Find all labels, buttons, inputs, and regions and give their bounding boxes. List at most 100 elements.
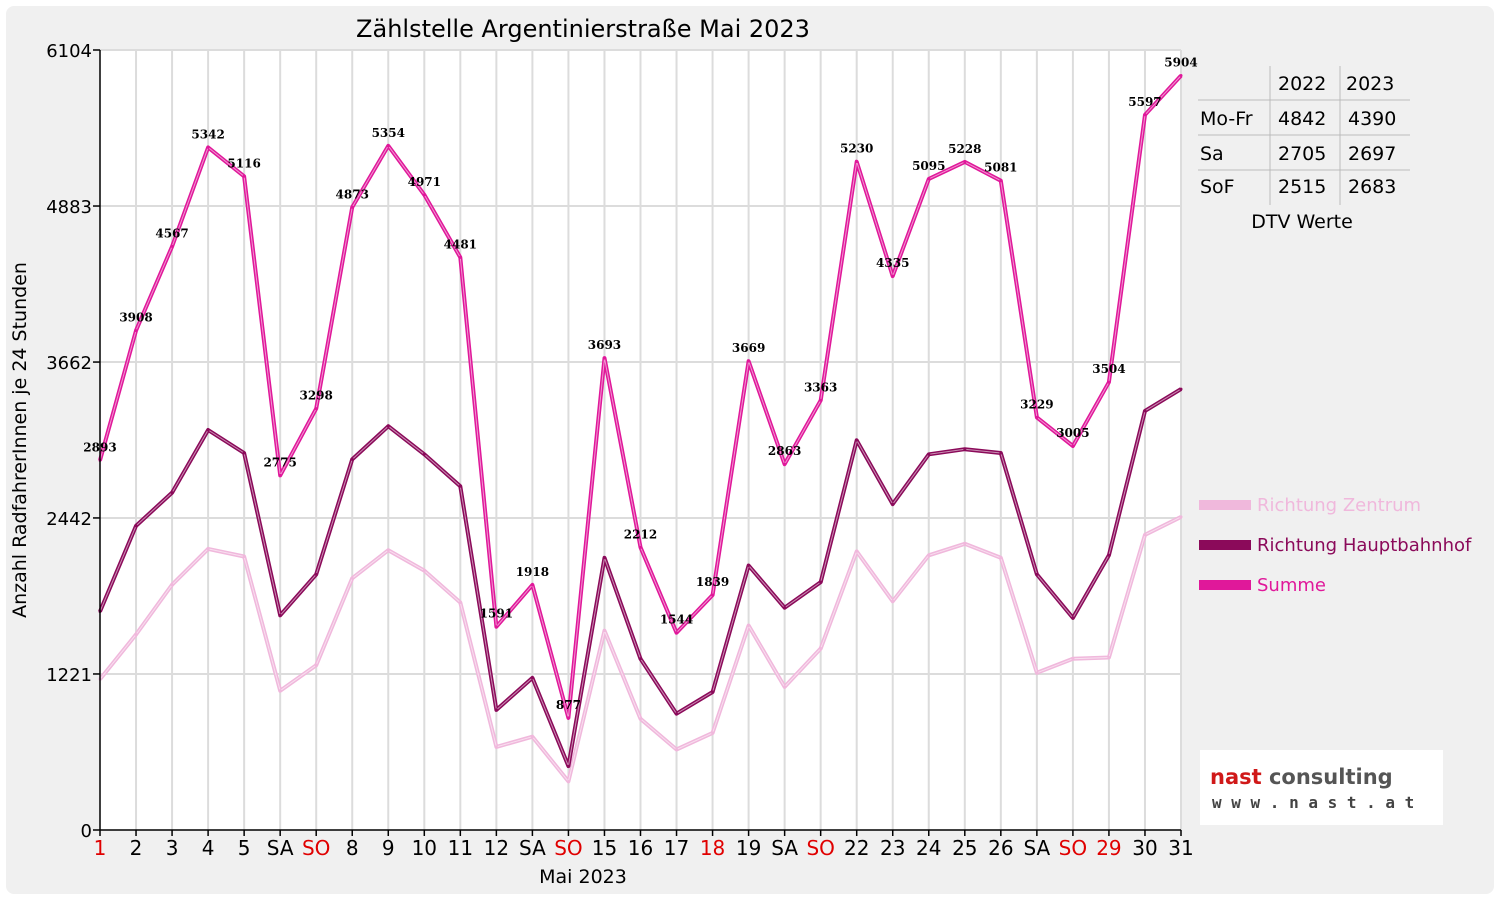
data-point [999, 451, 1003, 455]
data-label: 2212 [624, 527, 657, 541]
table-cell: 2515 [1278, 176, 1326, 198]
x-tick-label: 18 [700, 836, 725, 860]
data-point [639, 717, 642, 721]
data-point [602, 556, 606, 560]
data-point [747, 359, 751, 363]
data-point [819, 398, 823, 402]
y-tick-label: 1221 [46, 665, 92, 686]
data-point [999, 179, 1003, 183]
data-point [747, 563, 751, 567]
data-point [242, 174, 246, 178]
data-point [314, 407, 318, 411]
data-point [530, 676, 534, 680]
chart-title: Zählstelle Argentinierstraße Mai 2023 [356, 15, 810, 43]
table-row-label: Sa [1200, 143, 1224, 165]
data-point [1143, 113, 1147, 117]
data-label: 4481 [444, 237, 477, 251]
x-tick-label: 5 [238, 836, 251, 860]
data-label: 3669 [732, 341, 765, 355]
data-point [530, 583, 534, 587]
data-point [891, 599, 895, 603]
x-tick-label: SA [267, 836, 294, 860]
data-point [134, 632, 138, 636]
data-point [602, 629, 606, 633]
data-point [639, 657, 642, 661]
data-label: 1544 [660, 613, 693, 627]
data-label: 5354 [372, 126, 405, 140]
data-point [494, 625, 498, 629]
data-label: 3693 [588, 338, 621, 352]
x-tick-label: 15 [592, 836, 617, 860]
data-point [711, 593, 715, 597]
data-point [927, 553, 931, 557]
table-caption: DTV Werte [1251, 211, 1353, 233]
data-label: 1591 [480, 607, 513, 621]
data-point [422, 569, 426, 573]
x-tick-label: 16 [628, 836, 653, 860]
data-label: 877 [556, 698, 581, 712]
data-point [999, 556, 1003, 560]
data-point [494, 708, 498, 712]
data-label: 1918 [516, 565, 549, 579]
data-point [530, 735, 534, 739]
data-point [170, 491, 174, 495]
data-point [1179, 74, 1183, 78]
data-point [1035, 572, 1039, 576]
data-label: 5228 [948, 142, 981, 156]
table-header-2023: 2023 [1346, 73, 1394, 95]
data-point [891, 274, 895, 278]
data-label: 2863 [768, 444, 801, 458]
data-point [639, 545, 642, 549]
data-point [1179, 387, 1183, 391]
data-label: 3229 [1020, 397, 1053, 411]
data-point [206, 145, 210, 149]
data-point [458, 484, 462, 488]
table-cell: 4842 [1278, 108, 1326, 130]
x-tick-label: 25 [952, 836, 977, 860]
data-point [458, 255, 462, 259]
data-point [278, 613, 282, 617]
data-label: 4567 [155, 226, 188, 240]
data-label: 5904 [1164, 56, 1197, 70]
x-axis-label: Mai 2023 [539, 866, 627, 888]
y-axis-label: Anzahl RadfahrerInnen je 24 Stunden [9, 262, 31, 618]
data-point [1107, 553, 1111, 557]
legend-label-summe: Summe [1257, 575, 1326, 596]
x-tick-label: 30 [1132, 836, 1157, 860]
data-point [206, 547, 210, 551]
table-cell: 2683 [1348, 176, 1396, 198]
x-tick-label: SA [771, 836, 798, 860]
x-tick-label: 11 [448, 836, 473, 860]
data-point [963, 447, 967, 451]
data-point [1143, 533, 1147, 537]
data-label: 1839 [696, 575, 729, 589]
y-tick-label: 2442 [46, 509, 92, 530]
legend: Richtung Zentrum Richtung Hauptbahnhof S… [1199, 495, 1472, 596]
data-point [783, 462, 787, 466]
data-label: 4873 [336, 187, 369, 201]
data-point [242, 555, 246, 559]
data-point [711, 731, 715, 735]
data-point [927, 177, 931, 181]
x-tick-label: 17 [664, 836, 689, 860]
x-tick-label: 23 [880, 836, 905, 860]
data-point [1107, 655, 1111, 659]
data-point [963, 160, 967, 164]
data-point [1071, 444, 1075, 448]
data-point [675, 712, 679, 716]
x-tick-label: SO [554, 836, 582, 860]
nast-consulting-logo: nast consulting w w w . n a s t . a t [1200, 750, 1443, 825]
data-label: 3504 [1092, 362, 1125, 376]
data-point [927, 452, 931, 456]
data-point [1107, 380, 1111, 384]
data-point [602, 356, 606, 360]
data-label: 4971 [408, 175, 441, 189]
data-point [747, 624, 751, 628]
data-label: 5230 [840, 142, 873, 156]
data-point [675, 747, 679, 751]
x-tick-label: 12 [484, 836, 509, 860]
data-point [386, 144, 390, 148]
logo-box [1200, 750, 1443, 825]
table-row-label: SoF [1200, 176, 1235, 198]
